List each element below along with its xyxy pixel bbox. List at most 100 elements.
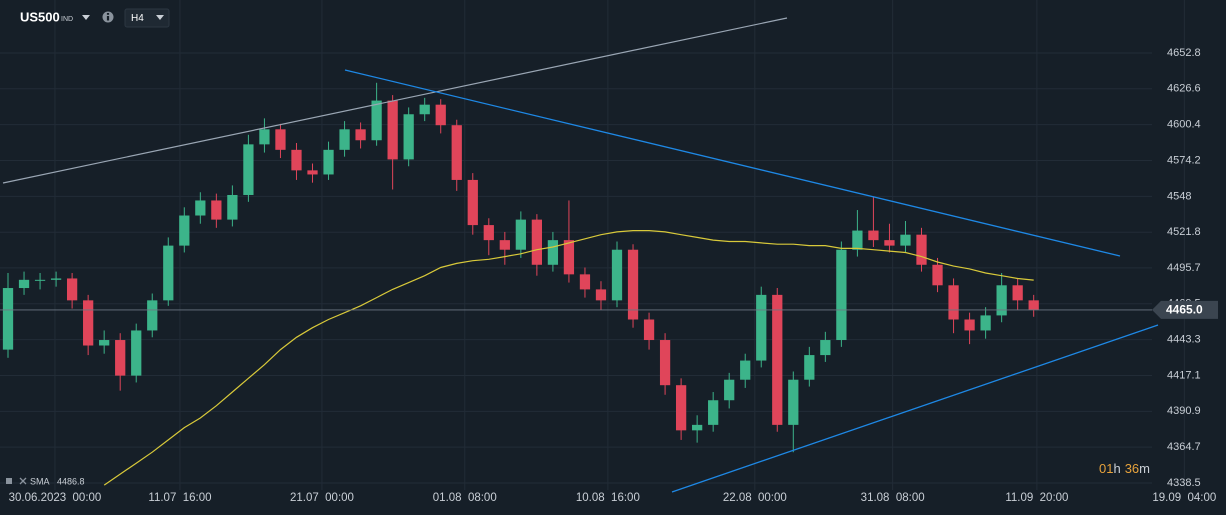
candle-body [916, 234, 927, 265]
candle-body [1012, 285, 1023, 301]
countdown-minutes: 36 [1125, 461, 1139, 476]
x-tick-label: 30.06.2023 00:00 [9, 492, 102, 504]
candle-body [804, 355, 815, 380]
x-tick-label: 19.09 04:00 [1152, 492, 1216, 504]
candle-body [595, 289, 607, 301]
candle-body [820, 340, 831, 356]
candle-body [531, 219, 543, 265]
legend-close[interactable] [19, 477, 27, 485]
candle-body [563, 240, 575, 275]
candle-body [403, 114, 414, 160]
y-tick-label: 4495.7 [1167, 262, 1201, 274]
candle-body [339, 129, 350, 150]
candle-body [724, 379, 735, 401]
candle-body [740, 360, 751, 380]
candle-body [900, 234, 911, 246]
candle-body [34, 279, 46, 281]
trend-line [344, 69, 1121, 257]
candle-body [275, 129, 286, 150]
candle-body [788, 379, 799, 425]
y-tick-label: 4574.2 [1167, 154, 1201, 166]
countdown: 01h 36m [1099, 461, 1150, 476]
symbol-tag: IND [61, 16, 73, 23]
candle-body [451, 125, 462, 180]
timeframe: H4 [131, 13, 144, 24]
candle-body [435, 104, 446, 126]
candle-body [836, 249, 847, 341]
dropdown-arrow [156, 15, 164, 20]
legend-label: SMA [30, 476, 50, 486]
sma-line [103, 230, 1034, 486]
candle-body [868, 230, 879, 241]
candle-body [547, 240, 559, 265]
info-icon-bar [106, 16, 110, 21]
candle-body [66, 278, 78, 301]
candle-body [932, 264, 943, 286]
y-tick-label: 4626.6 [1167, 83, 1201, 95]
symbol[interactable]: US500 [20, 9, 60, 24]
trend-line [671, 324, 1159, 493]
candle-body [131, 330, 142, 376]
current-price-box [1152, 300, 1218, 319]
y-tick-label: 4338.5 [1167, 477, 1201, 489]
plot-area [0, 82, 1152, 486]
candle-body [323, 149, 334, 175]
candle-body [772, 294, 783, 425]
x-tick-label: 22.08 00:00 [723, 492, 787, 504]
y-tick-label: 4443.3 [1167, 334, 1201, 346]
candle-body [211, 200, 222, 220]
candle-body [147, 300, 158, 331]
candle-body [259, 129, 270, 145]
info-icon-dot [106, 13, 110, 15]
y-tick-label: 4521.8 [1167, 226, 1201, 238]
candle-body [1028, 300, 1039, 310]
candle-body [387, 100, 398, 160]
candle-body [419, 104, 430, 115]
candle-body [291, 149, 302, 171]
candle-body [499, 240, 510, 250]
candle-body [307, 170, 318, 175]
x-tick-label: 01.08 08:00 [433, 492, 497, 504]
countdown-unit: h [1113, 461, 1120, 476]
candle-body [692, 424, 703, 431]
candle-body [467, 179, 478, 226]
countdown-unit: m [1139, 461, 1150, 476]
candle-body [756, 294, 767, 361]
axes: 4338.54364.74390.94417.14443.34469.54495… [9, 47, 1218, 504]
countdown-hours: 01 [1099, 461, 1113, 476]
candle-body [659, 340, 671, 386]
y-tick-label: 4600.4 [1167, 119, 1201, 131]
x-tick-label: 21.07 00:00 [290, 492, 354, 504]
candle-body [243, 144, 254, 195]
trend-line [2, 17, 788, 184]
y-tick-label: 4548 [1167, 190, 1191, 202]
candle-body [515, 219, 526, 250]
candle-body [227, 194, 238, 220]
candle-body [99, 340, 110, 346]
candle-body [884, 240, 895, 246]
legend-icon[interactable] [6, 478, 12, 484]
legend-value: 4486.8 [57, 476, 85, 486]
candle-body [483, 225, 494, 241]
candle-body [115, 340, 126, 376]
candle-body [579, 274, 591, 290]
candle-body [675, 385, 687, 431]
candle-body [83, 300, 94, 346]
candle-body [964, 319, 975, 331]
timeframe-select[interactable] [124, 8, 170, 28]
y-tick-label: 4364.7 [1167, 441, 1201, 453]
candle-body [948, 285, 959, 320]
candle-body [371, 100, 382, 141]
candle-body [179, 215, 190, 246]
candle-body [627, 249, 639, 320]
y-tick-label: 4652.8 [1167, 47, 1201, 59]
candle-body [996, 285, 1007, 316]
dropdown-arrow[interactable] [82, 15, 90, 20]
candle-body [195, 200, 206, 216]
current-price-label: 4465.0 [1166, 303, 1203, 317]
candle-body [2, 288, 14, 350]
candle-body [643, 319, 655, 341]
candle-body [18, 279, 30, 289]
candle-body [355, 129, 366, 141]
